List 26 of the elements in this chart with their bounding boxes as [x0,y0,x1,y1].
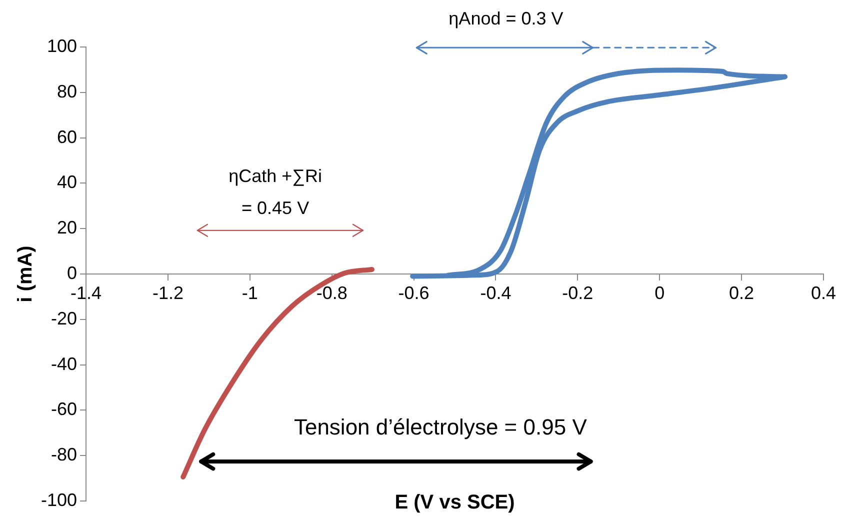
y-tick-label: 80 [56,81,78,102]
x-tick-label: -1.2 [152,282,184,303]
x-tick-label: -0.8 [316,282,348,303]
x-tick-label: 0.2 [729,282,754,303]
text: ηAnod = 0.3 V [448,8,564,29]
x-tick-label: -0.4 [480,282,512,303]
y-tick-label: 0 [67,262,78,283]
y-tick-label: -20 [51,308,78,328]
y-tick-label: -60 [51,399,78,420]
x-tick-label: -0.2 [562,282,594,303]
x-tick-label: -1.4 [70,282,102,303]
annotation: Tension d’électrolyse = 0.95 V [294,414,588,440]
y-axis-title: i (mA) [14,246,37,302]
x-tick-label: -0.6 [398,282,430,303]
x-tick-label: 0 [654,282,665,303]
y-tick-label: 60 [56,126,78,147]
y-tick-label: -100 [40,490,78,510]
y-tick-label: 40 [56,172,78,192]
annotation: ηCath +∑Ri = 0.45 V [228,166,322,218]
y-tick-label: 20 [56,218,78,238]
x-tick-label: 0.4 [810,282,836,303]
y-tick-label: -40 [51,354,78,374]
x-axis-title: E (V vs SCE) [394,492,515,514]
y-tick-label: 100 [46,36,78,56]
y-tick-label: -80 [51,444,78,465]
x-tick-label: -1 [242,282,258,303]
